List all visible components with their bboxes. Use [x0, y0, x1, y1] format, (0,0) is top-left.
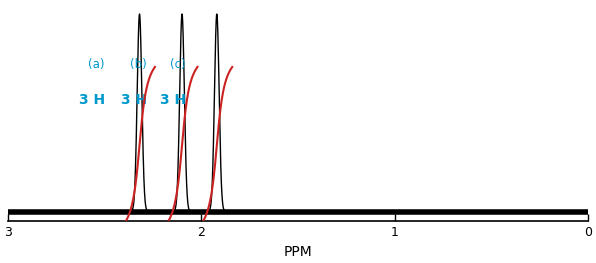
Text: 3 H: 3 H — [121, 93, 147, 107]
Text: 3 H: 3 H — [160, 93, 186, 107]
Text: (b): (b) — [131, 58, 147, 72]
Text: (c): (c) — [170, 58, 186, 72]
Text: (a): (a) — [88, 58, 105, 72]
X-axis label: PPM: PPM — [284, 245, 312, 259]
Text: 3 H: 3 H — [79, 93, 105, 107]
